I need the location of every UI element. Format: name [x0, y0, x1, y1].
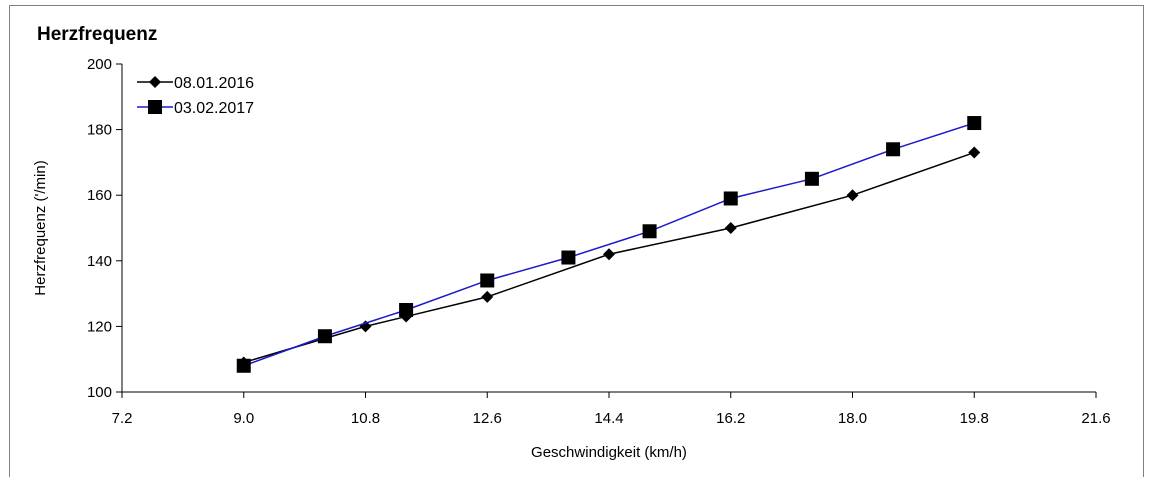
legend-item: 08.01.2016 [137, 75, 254, 92]
series-2 [236, 116, 982, 373]
y-tick-label: 180 [87, 122, 112, 139]
data-point [317, 329, 332, 344]
series-line [243, 122, 975, 367]
chart-frame [9, 5, 1144, 477]
data-point [967, 116, 982, 131]
data-point [804, 171, 819, 186]
chart-title: Herzfrequenz [37, 24, 158, 45]
y-tick-label: 200 [87, 56, 112, 73]
data-point [846, 189, 859, 202]
legend-label: 03.02.2017 [174, 100, 254, 117]
axes: 100 120 140 160 180 200 7.2 9.0 10.8 12.6 14.4 16.2… [87, 56, 1111, 427]
y-tick-label: 160 [87, 187, 112, 204]
data-point [603, 248, 615, 261]
data-point [561, 250, 576, 265]
x-tick-label: 21.6 [1081, 410, 1110, 427]
series-line [243, 151, 975, 364]
legend: 08.01.2016 03.02.2017 [137, 75, 254, 117]
legend-label: 08.01.2016 [174, 75, 254, 92]
data-point [480, 273, 495, 288]
x-tick-label: 10.8 [351, 410, 380, 427]
legend-marker [148, 100, 162, 114]
data-point [723, 191, 738, 206]
x-tick-label: 14.4 [594, 410, 623, 427]
x-tick-label: 16.2 [716, 410, 745, 427]
legend-item: 03.02.2017 [137, 100, 254, 117]
legend-marker [149, 76, 161, 88]
x-axis-label: Geschwindigkeit (km/h) [531, 444, 687, 461]
data-point [968, 146, 981, 159]
x-tick-label: 12.6 [473, 410, 502, 427]
y-axis-label: Herzfrequenz ('/min) [32, 160, 49, 295]
data-point [399, 303, 414, 317]
x-tick-label: 18.0 [838, 410, 867, 427]
data-point [642, 224, 657, 239]
data-point [886, 142, 901, 157]
x-tick-label: 19.8 [960, 410, 989, 427]
series-layer [236, 116, 982, 373]
y-tick-label: 120 [87, 318, 112, 335]
data-point [236, 358, 251, 373]
data-point [724, 222, 737, 234]
y-tick-label: 140 [87, 253, 112, 270]
x-tick-label: 9.0 [233, 410, 254, 427]
series-1 [237, 146, 981, 369]
data-point [481, 290, 494, 303]
y-tick-label: 100 [87, 384, 112, 401]
x-tick-label: 7.2 [112, 410, 133, 427]
